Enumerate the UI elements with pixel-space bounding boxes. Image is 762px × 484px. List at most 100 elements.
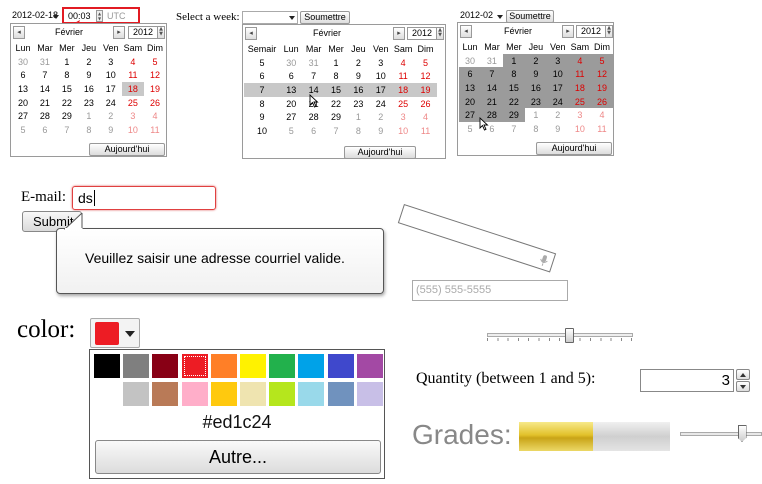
day-cell[interactable]: 12 xyxy=(590,67,613,82)
day-cell[interactable]: 22 xyxy=(330,98,341,109)
day-cell[interactable]: 6 xyxy=(42,124,48,135)
day-cell[interactable]: 5 xyxy=(423,57,429,68)
day-cell[interactable]: 21 xyxy=(39,97,50,108)
year-field[interactable]: 2012 xyxy=(576,25,606,38)
day-cell[interactable]: 2 xyxy=(524,53,547,68)
day-cell[interactable]: 19 xyxy=(414,83,437,97)
day-cell[interactable]: 6 xyxy=(288,71,294,82)
time-spinner-icon[interactable]: ▲ ▼ xyxy=(96,10,103,22)
slider-thumb[interactable] xyxy=(564,328,574,343)
palette-swatch[interactable] xyxy=(181,354,208,378)
day-cell[interactable]: 17 xyxy=(546,81,569,95)
day-cell[interactable]: 28 xyxy=(39,111,50,122)
day-cell[interactable]: 6 xyxy=(20,70,26,81)
day-cell[interactable]: 24 xyxy=(546,94,569,109)
day-cell[interactable]: 26 xyxy=(420,98,431,109)
year-spinner-icon[interactable]: ▲ ▼ xyxy=(605,25,613,38)
day-cell[interactable]: 9 xyxy=(355,71,361,82)
day-cell[interactable]: 7 xyxy=(333,125,339,136)
day-cell[interactable]: 3 xyxy=(378,57,384,68)
date-input[interactable]: 2012-02-18 xyxy=(10,10,60,23)
day-cell[interactable]: 6 xyxy=(489,123,495,134)
day-cell[interactable]: 29 xyxy=(61,111,72,122)
day-cell[interactable]: 8 xyxy=(86,124,92,135)
day-cell[interactable]: 27 xyxy=(459,108,481,123)
day-cell[interactable]: 4 xyxy=(400,57,406,68)
prev-month-button[interactable]: ◂ xyxy=(460,25,472,38)
day-cell[interactable]: 9 xyxy=(378,125,384,136)
palette-swatch[interactable] xyxy=(298,354,325,378)
day-cell[interactable]: 28 xyxy=(480,108,503,123)
day-cell[interactable]: 5 xyxy=(288,125,294,136)
prev-month-button[interactable]: ◂ xyxy=(13,26,25,39)
day-cell[interactable]: 8 xyxy=(533,123,539,134)
day-cell[interactable]: 1 xyxy=(333,57,339,68)
day-cell[interactable]: 30 xyxy=(17,56,28,67)
day-cell[interactable]: 6 xyxy=(459,67,481,82)
day-cell[interactable]: 1 xyxy=(533,110,539,121)
email-input[interactable]: ds xyxy=(72,186,216,210)
month-dropdown-icon[interactable] xyxy=(497,15,503,19)
day-cell[interactable]: 16 xyxy=(347,83,370,97)
day-cell[interactable]: 4 xyxy=(130,56,136,67)
day-cell[interactable]: 10 xyxy=(546,67,569,82)
day-cell[interactable]: 21 xyxy=(480,94,503,109)
time-input[interactable]: 00:03 xyxy=(68,11,91,21)
day-cell[interactable]: 8 xyxy=(502,67,525,82)
day-cell[interactable]: 14 xyxy=(39,83,50,94)
day-cell[interactable]: 27 xyxy=(17,111,28,122)
day-cell[interactable]: 18 xyxy=(121,82,144,96)
day-cell[interactable]: 23 xyxy=(353,98,364,109)
week-number[interactable]: 5 xyxy=(259,57,265,68)
day-cell[interactable]: 9 xyxy=(108,124,114,135)
date-dropdown-icon[interactable] xyxy=(53,15,59,19)
day-cell[interactable]: 3 xyxy=(108,56,114,67)
palette-swatch[interactable] xyxy=(181,382,208,406)
day-cell[interactable]: 17 xyxy=(105,83,116,94)
palette-swatch[interactable] xyxy=(123,354,150,378)
day-cell[interactable]: 25 xyxy=(568,94,591,109)
day-cell[interactable]: 3 xyxy=(577,110,583,121)
day-cell[interactable]: 31 xyxy=(486,55,497,66)
day-cell[interactable]: 24 xyxy=(105,97,116,108)
day-cell[interactable]: 30 xyxy=(286,57,297,68)
day-cell[interactable]: 9 xyxy=(524,67,547,82)
day-cell[interactable]: 13 xyxy=(17,83,28,94)
day-cell[interactable]: 31 xyxy=(39,56,50,67)
day-cell[interactable]: 29 xyxy=(330,112,341,123)
day-cell[interactable]: 1 xyxy=(355,112,361,123)
day-cell[interactable]: 15 xyxy=(61,83,72,94)
day-cell[interactable]: 11 xyxy=(150,124,160,135)
day-cell[interactable]: 30 xyxy=(464,55,475,66)
day-cell[interactable]: 18 xyxy=(568,81,591,95)
today-button[interactable]: Aujourd'hui xyxy=(536,142,612,155)
day-cell[interactable]: 10 xyxy=(105,70,116,81)
palette-swatch[interactable] xyxy=(152,354,179,378)
palette-swatch[interactable] xyxy=(298,382,325,406)
day-cell[interactable]: 6 xyxy=(311,125,317,136)
quantity-stepper[interactable]: 3 xyxy=(640,369,734,392)
day-cell[interactable]: 20 xyxy=(17,97,28,108)
week-number[interactable]: 7 xyxy=(244,83,280,97)
day-cell[interactable]: 16 xyxy=(524,81,547,95)
week-number[interactable]: 8 xyxy=(259,98,265,109)
week-number[interactable]: 10 xyxy=(256,125,267,136)
palette-swatch[interactable] xyxy=(327,382,354,406)
day-cell[interactable]: 3 xyxy=(130,111,136,122)
stepper-up-button[interactable] xyxy=(736,369,750,380)
day-cell[interactable]: 19 xyxy=(590,81,613,95)
palette-swatch[interactable] xyxy=(123,382,150,406)
day-cell[interactable]: 23 xyxy=(83,97,94,108)
day-cell[interactable]: 15 xyxy=(502,81,525,95)
phone-input[interactable]: (555) 555-5555 xyxy=(412,280,568,301)
grades-slider-track[interactable] xyxy=(680,432,762,436)
day-cell[interactable]: 10 xyxy=(375,71,386,82)
speech-input[interactable] xyxy=(397,204,557,273)
day-cell[interactable]: 26 xyxy=(149,97,160,108)
day-cell[interactable]: 4 xyxy=(599,110,605,121)
color-swatch-button[interactable] xyxy=(90,318,140,348)
day-cell[interactable]: 9 xyxy=(555,123,561,134)
day-cell[interactable]: 31 xyxy=(308,57,319,68)
day-cell[interactable]: 17 xyxy=(369,83,392,97)
palette-swatch[interactable] xyxy=(240,382,266,406)
